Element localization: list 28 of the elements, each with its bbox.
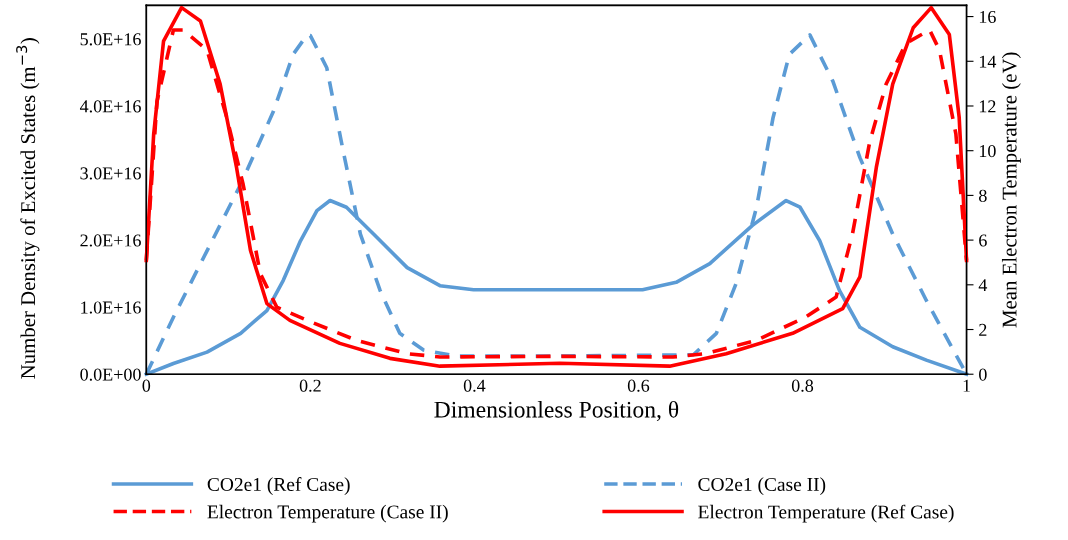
y2-tick-label: 16 [979,10,996,24]
y2-tick-label: 2 [979,323,987,336]
x-tick-label: 0.8 [791,379,814,392]
y-axis-title: Number Density of Excited States (m$^{−3}$) [16,38,40,379]
x-axis-title: Dimensionless Position, θ [434,400,679,422]
legend-label: CO2e1 (Ref Case) [207,477,350,495]
x-tick-label: 1 [963,379,970,392]
x-tick-label: 0.6 [627,379,650,392]
x-tick-label: 0 [142,379,151,392]
y2-tick-label: 14 [979,55,997,68]
y2-tick-label: 4 [978,279,988,292]
y-tick-label: 3.0E+16 [80,167,141,180]
y2-tick-label: 6 [979,234,987,247]
x-tick-label: 0.2 [299,379,321,392]
y2-tick-label: 0 [979,368,987,381]
y2-axis-title: Mean Electron Temperature (eV) [1001,52,1021,328]
legend-label: Electron Temperature (Ref Case) [698,504,954,523]
y-tick-label: 5.0E+16 [80,33,141,46]
legend-label: CO2e1 (Case II) [698,477,826,495]
y-tick-label: 2.0E+16 [80,234,141,247]
y2-tick-label: 12 [979,100,996,113]
legend-label: Electron Temperature (Case II) [207,504,448,523]
y2-tick-label: 10 [979,144,996,158]
y2-tick-label: 8 [979,189,987,202]
y-tick-label: 4.0E+16 [79,100,141,113]
y-tick-label: 0.0E+00 [80,368,141,381]
x-tick-label: 0.4 [463,379,486,392]
y-tick-label: 1.0E+16 [81,301,141,314]
